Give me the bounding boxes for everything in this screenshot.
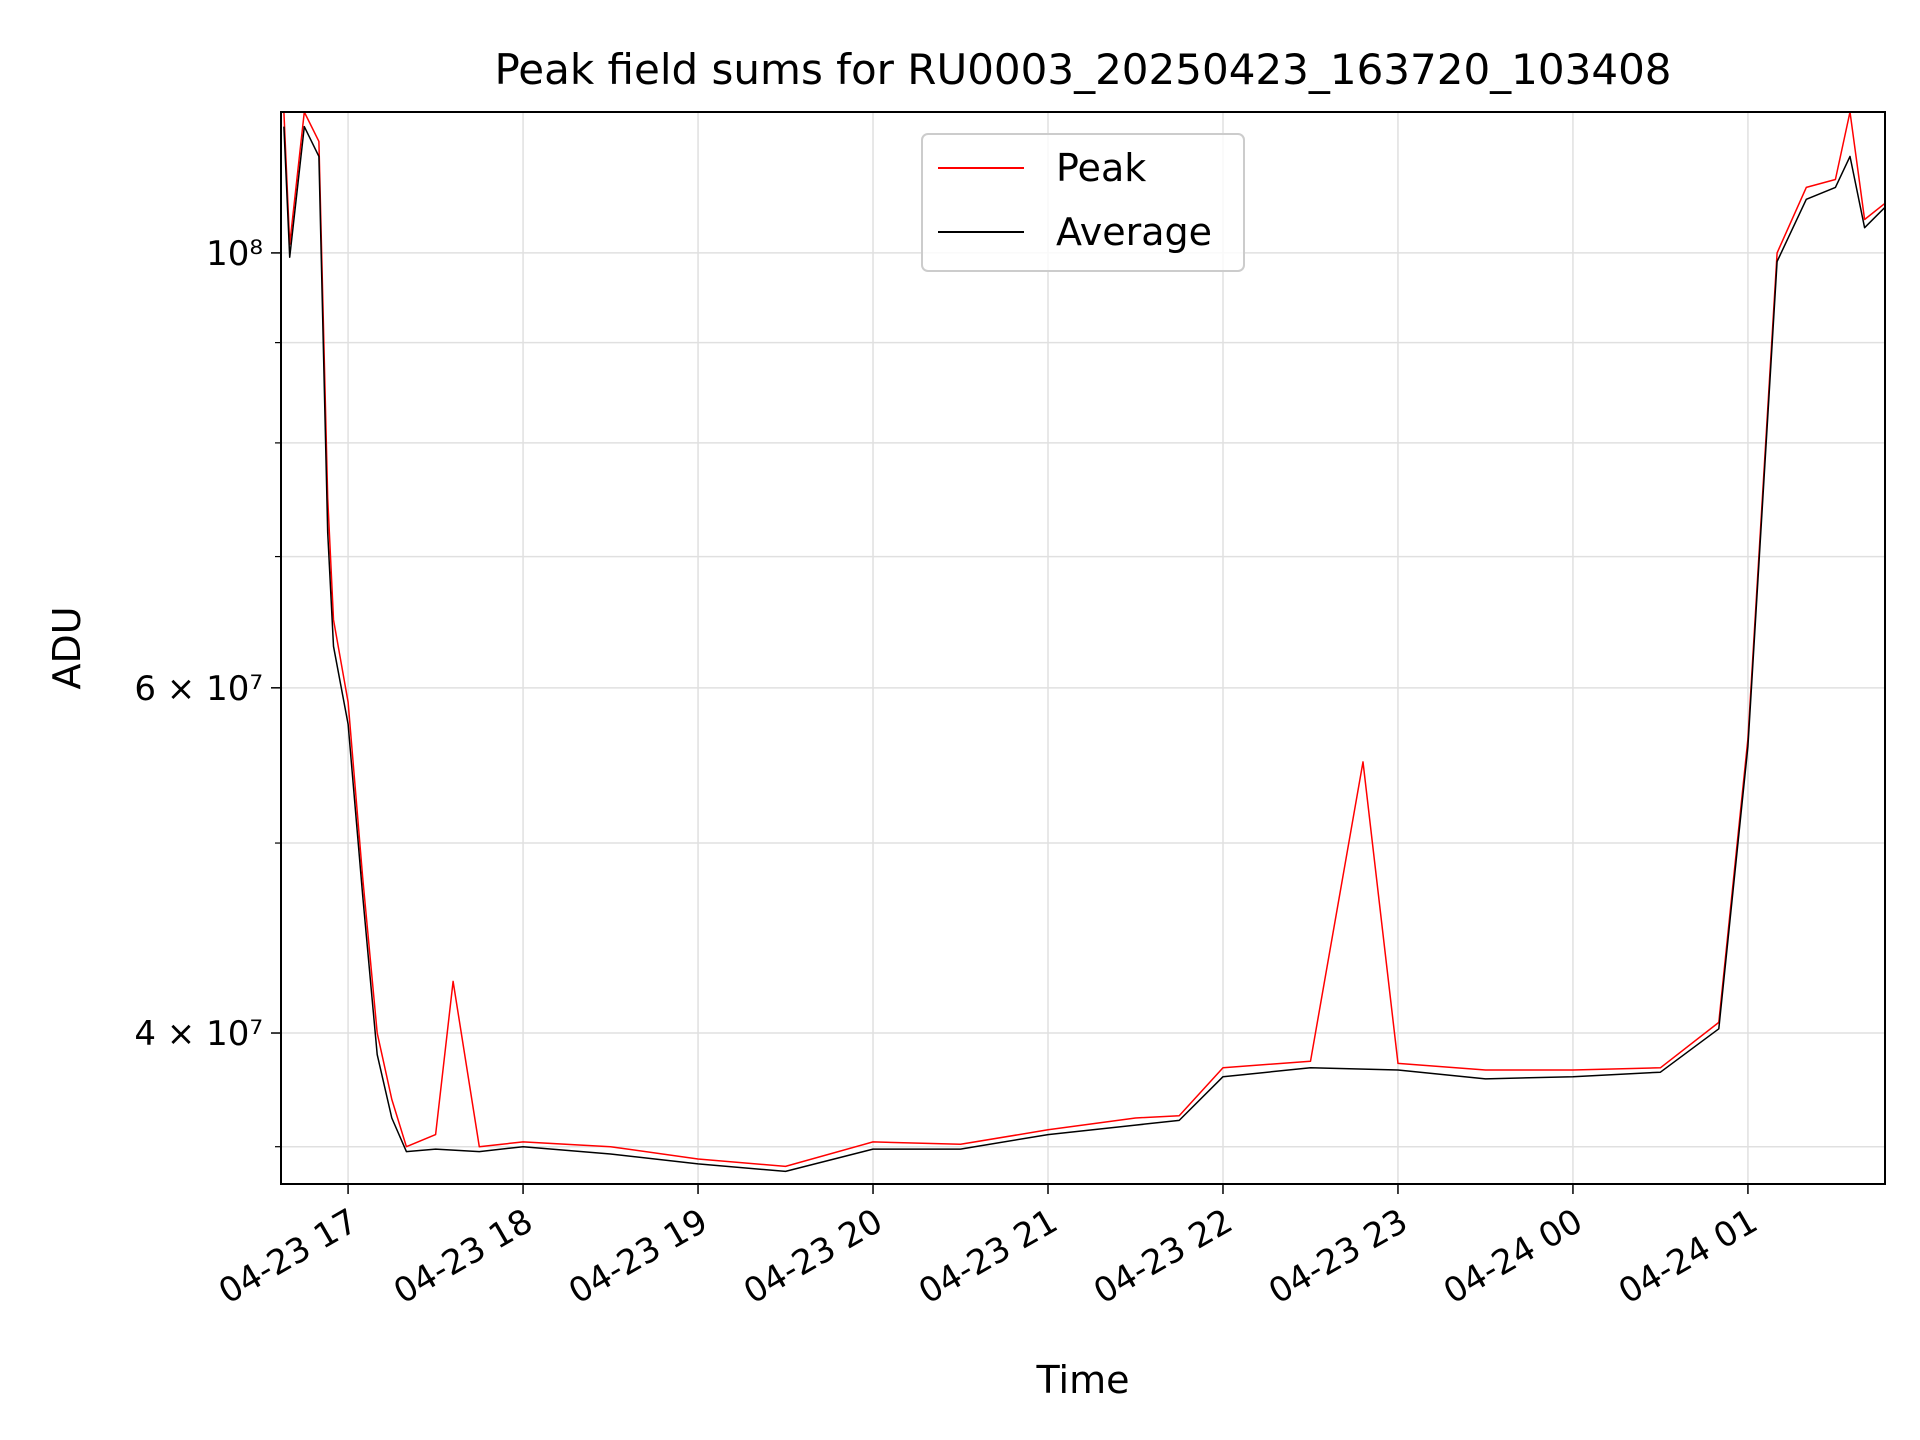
x-axis-label: Time <box>1036 1358 1130 1402</box>
series-line-peak <box>283 112 1885 1168</box>
series-lines <box>283 112 1885 1173</box>
series-line-average <box>283 125 1885 1173</box>
legend-average-label: Average <box>1056 210 1212 254</box>
chart-title: Peak field sums for RU0003_20250423_1637… <box>494 45 1671 94</box>
y-tick-label: 6 × 10⁷ <box>134 669 263 709</box>
y-axis-label: ADU <box>45 606 89 689</box>
plot-area-frame <box>280 111 1886 1185</box>
legend: Peak Average <box>921 133 1245 272</box>
y-tick-label: 4 × 10⁷ <box>134 1014 263 1054</box>
y-tick-label: 10⁸ <box>206 234 263 274</box>
grid <box>281 112 1885 1184</box>
y-axis-ticks: 4 × 10⁷ 6 × 10⁷ 10⁸ <box>134 234 281 1148</box>
legend-peak-label: Peak <box>1056 146 1146 190</box>
